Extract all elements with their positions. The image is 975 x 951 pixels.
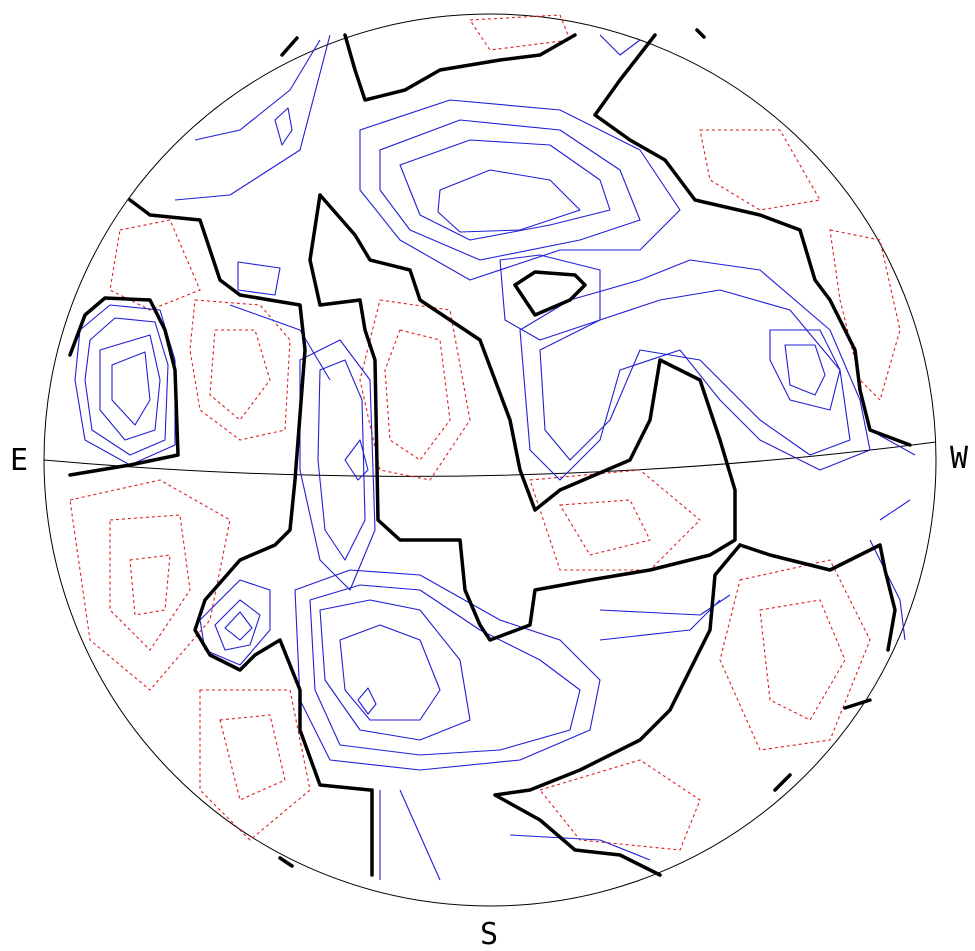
negative-contour: [469, 14, 571, 51]
negative-contour: [384, 329, 451, 461]
label-south: S: [480, 917, 498, 951]
positive-contour: [299, 339, 376, 591]
positive-contour: [317, 359, 366, 561]
positive-contour: [399, 139, 611, 241]
positive-contour: [309, 584, 581, 756]
zero-contour: [280, 36, 299, 57]
positive-contour: [437, 169, 581, 233]
equator-line: [43, 441, 937, 477]
negative-contour: [759, 599, 846, 721]
positive-contour: [237, 261, 281, 296]
positive-contour: [111, 351, 151, 426]
positive-contour: [879, 499, 911, 521]
positive-contour: [214, 599, 261, 651]
positive-contour: [399, 789, 441, 881]
positive-contour: [599, 594, 731, 616]
zero-contour: [278, 856, 294, 868]
positive-contour: [379, 119, 641, 261]
negative-contour: [219, 714, 286, 801]
positive-contour: [294, 569, 601, 771]
negative-contour: [199, 689, 311, 841]
positive-contour: [339, 624, 441, 721]
zero-contour: [843, 698, 872, 710]
positive-contour: [174, 34, 331, 201]
positive-contour: [869, 539, 906, 641]
positive-contour: [319, 599, 471, 741]
positive-contour: [357, 687, 377, 715]
negative-contour: [109, 514, 191, 651]
zero-contour: [128, 198, 372, 792]
positive-contour: [519, 259, 871, 481]
positive-contour: [344, 439, 369, 481]
negative-contour: [829, 229, 901, 402]
zero-contour: [68, 296, 180, 477]
positive-contour: [99, 334, 161, 441]
zero-contours: [68, 28, 912, 877]
positive-contour: [784, 344, 826, 396]
zero-contour: [695, 28, 706, 39]
positive-contour: [599, 599, 721, 641]
zero-contour: [593, 33, 912, 447]
negative-contour: [529, 469, 701, 571]
negative-contour: [69, 479, 231, 691]
projection-circle: [43, 13, 937, 907]
positive-contour: [194, 39, 321, 141]
negative-contour: [699, 129, 821, 211]
negative-contour: [559, 499, 651, 556]
positive-contours: [74, 34, 916, 881]
positive-contour: [74, 304, 176, 466]
positive-contour: [359, 99, 681, 281]
zero-contour: [513, 270, 587, 317]
zero-contour: [738, 543, 897, 652]
zero-contour: [773, 773, 792, 792]
negative-contour: [109, 219, 201, 311]
negative-contour: [359, 299, 471, 481]
negative-contour: [189, 299, 291, 441]
zero-contour: [493, 543, 742, 877]
positive-contour: [539, 289, 851, 461]
negative-contours: [69, 14, 901, 851]
negative-contour: [539, 759, 701, 851]
positive-contour: [599, 34, 641, 56]
positive-contour: [509, 834, 651, 861]
negative-contour: [129, 554, 171, 616]
label-east: E: [10, 443, 28, 478]
label-west: W: [950, 441, 969, 476]
negative-contour: [719, 559, 871, 751]
positive-contour: [274, 107, 293, 146]
positive-contour: [224, 611, 253, 641]
positive-contour: [229, 304, 331, 381]
zero-contour: [343, 33, 577, 102]
positive-contour: [769, 329, 841, 411]
negative-contour: [209, 329, 271, 421]
positive-contour: [84, 317, 169, 456]
zero-contour: [308, 193, 737, 642]
